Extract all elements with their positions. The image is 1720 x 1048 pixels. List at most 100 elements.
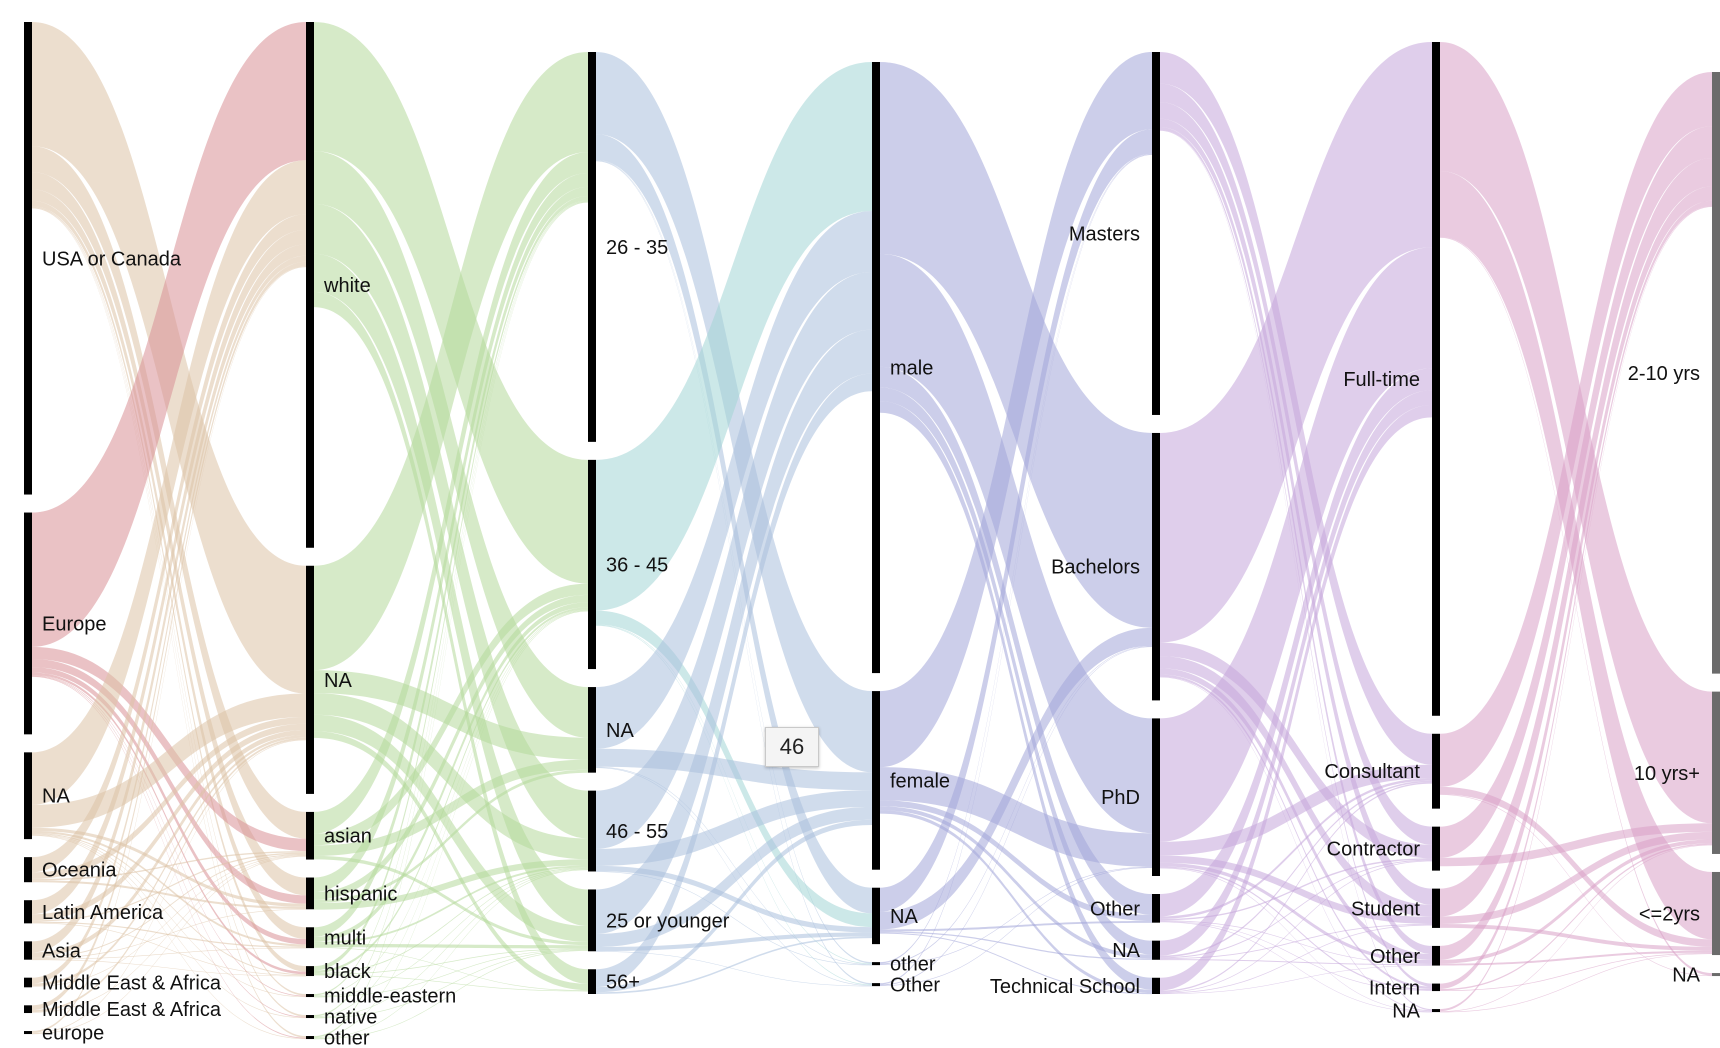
sankey-link[interactable] — [32, 646, 306, 852]
sankey-link[interactable] — [1440, 794, 1712, 977]
sankey-link[interactable] — [32, 675, 306, 997]
sankey-link[interactable] — [1440, 237, 1712, 976]
sankey-node[interactable] — [1152, 432, 1160, 701]
sankey-link[interactable] — [1160, 866, 1432, 991]
sankey-link[interactable] — [314, 868, 588, 1018]
sankey-link[interactable] — [1160, 923, 1432, 960]
sankey-link[interactable] — [596, 62, 872, 611]
sankey-link[interactable] — [32, 922, 306, 976]
sankey-link[interactable] — [314, 974, 588, 992]
sankey-link[interactable] — [1160, 959, 1432, 966]
sankey-link[interactable] — [314, 769, 588, 904]
sankey-link[interactable] — [880, 867, 1152, 986]
sankey-link[interactable] — [880, 129, 1152, 912]
sankey-node[interactable] — [306, 966, 314, 977]
sankey-node[interactable] — [872, 62, 880, 674]
sankey-link[interactable] — [32, 716, 306, 879]
sankey-link[interactable] — [314, 253, 588, 927]
sankey-node[interactable] — [24, 900, 32, 924]
sankey-link[interactable] — [1160, 404, 1432, 991]
sankey-link[interactable] — [596, 819, 872, 993]
sankey-link[interactable] — [314, 693, 588, 860]
sankey-node[interactable] — [24, 977, 32, 988]
sankey-link[interactable] — [32, 734, 306, 987]
sankey-node[interactable] — [306, 994, 314, 998]
sankey-node[interactable] — [1432, 42, 1440, 716]
sankey-node[interactable] — [306, 22, 314, 548]
sankey-link[interactable] — [314, 855, 588, 946]
sankey-link[interactable] — [596, 951, 872, 987]
sankey-link[interactable] — [596, 211, 872, 749]
sankey-link[interactable] — [32, 835, 306, 1040]
sankey-link[interactable] — [596, 865, 872, 933]
sankey-node[interactable] — [588, 52, 596, 442]
sankey-link[interactable] — [1440, 953, 1712, 1013]
sankey-link[interactable] — [596, 373, 872, 988]
sankey-link[interactable] — [32, 255, 306, 984]
sankey-link[interactable] — [314, 949, 588, 998]
sankey-link[interactable] — [1160, 390, 1432, 956]
sankey-link[interactable] — [314, 610, 588, 1018]
sankey-node[interactable] — [1712, 72, 1720, 674]
sankey-link[interactable] — [32, 229, 306, 915]
sankey-link[interactable] — [32, 200, 306, 972]
sankey-link[interactable] — [1160, 778, 1432, 919]
sankey-node[interactable] — [1152, 718, 1160, 877]
sankey-link[interactable] — [314, 948, 588, 975]
sankey-link[interactable] — [596, 766, 872, 965]
sankey-link[interactable] — [880, 767, 1152, 867]
sankey-link[interactable] — [596, 806, 872, 948]
sankey-node[interactable] — [24, 1031, 32, 1035]
sankey-link[interactable] — [1160, 965, 1432, 995]
sankey-link[interactable] — [314, 22, 588, 584]
sankey-link[interactable] — [32, 214, 306, 873]
sankey-link[interactable] — [32, 737, 306, 1013]
sankey-link[interactable] — [596, 52, 872, 773]
sankey-link[interactable] — [1160, 674, 1432, 989]
sankey-link[interactable] — [880, 931, 1152, 960]
sankey-link[interactable] — [1440, 206, 1712, 1012]
sankey-link[interactable] — [314, 186, 588, 937]
sankey-node[interactable] — [588, 889, 596, 952]
sankey-node[interactable] — [588, 969, 596, 994]
sankey-link[interactable] — [1160, 921, 1432, 991]
sankey-link[interactable] — [32, 852, 306, 922]
sankey-link[interactable] — [880, 401, 1152, 990]
sankey-link[interactable] — [314, 152, 588, 834]
sankey-node[interactable] — [1432, 983, 1440, 992]
sankey-node[interactable] — [1152, 52, 1160, 415]
sankey-link[interactable] — [314, 594, 588, 900]
sankey-link[interactable] — [1160, 862, 1432, 964]
sankey-node[interactable] — [1152, 894, 1160, 923]
sankey-link[interactable] — [880, 153, 1152, 964]
sankey-link[interactable] — [1440, 158, 1712, 917]
sankey-link[interactable] — [1160, 860, 1432, 993]
sankey-link[interactable] — [1440, 200, 1712, 989]
sankey-node[interactable] — [306, 1036, 314, 1040]
sankey-node[interactable] — [872, 983, 880, 987]
sankey-link[interactable] — [596, 624, 872, 965]
sankey-link[interactable] — [1160, 676, 1432, 1012]
sankey-link[interactable] — [32, 676, 306, 1039]
sankey-node[interactable] — [1432, 733, 1440, 809]
sankey-link[interactable] — [880, 253, 1152, 834]
sankey-link[interactable] — [314, 610, 588, 1039]
sankey-link[interactable] — [314, 865, 588, 944]
sankey-link[interactable] — [32, 827, 306, 907]
sankey-link[interactable] — [314, 950, 588, 1040]
sankey-link[interactable] — [314, 201, 588, 1017]
sankey-link[interactable] — [32, 851, 306, 881]
sankey-node[interactable] — [872, 962, 880, 966]
sankey-link[interactable] — [1440, 170, 1712, 940]
sankey-link[interactable] — [32, 830, 306, 947]
sankey-link[interactable] — [32, 880, 306, 909]
sankey-link[interactable] — [1440, 839, 1712, 964]
sankey-link[interactable] — [32, 959, 306, 977]
sankey-link[interactable] — [32, 207, 306, 1017]
sankey-link[interactable] — [596, 936, 872, 994]
sankey-link[interactable] — [1160, 764, 1432, 856]
sankey-link[interactable] — [596, 625, 872, 986]
sankey-link[interactable] — [314, 602, 588, 942]
sankey-link[interactable] — [314, 714, 588, 942]
sankey-link[interactable] — [314, 196, 588, 971]
